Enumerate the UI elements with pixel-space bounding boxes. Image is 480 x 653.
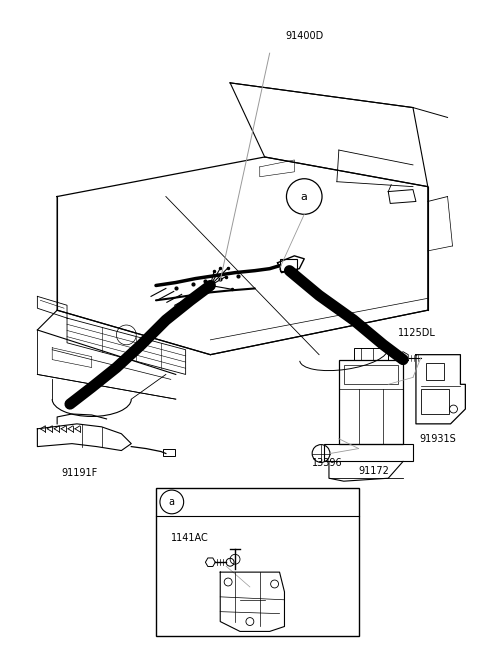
Text: 13396: 13396	[312, 458, 342, 468]
Text: a: a	[301, 191, 308, 202]
Text: a: a	[169, 497, 175, 507]
Text: 91191F: 91191F	[62, 468, 98, 479]
Bar	[156, 488, 359, 637]
Text: 91931S: 91931S	[420, 434, 456, 444]
Text: 91400D: 91400D	[285, 31, 324, 41]
Bar	[339, 360, 403, 443]
Bar	[354, 348, 388, 360]
Text: 1141AC: 1141AC	[171, 533, 209, 543]
Text: 91172: 91172	[358, 466, 389, 476]
Bar	[344, 364, 398, 385]
Text: 1125DL: 1125DL	[398, 328, 436, 338]
Bar	[324, 443, 413, 462]
Bar	[163, 449, 175, 456]
Bar	[421, 389, 448, 414]
Bar	[426, 362, 444, 380]
Bar	[279, 259, 297, 270]
